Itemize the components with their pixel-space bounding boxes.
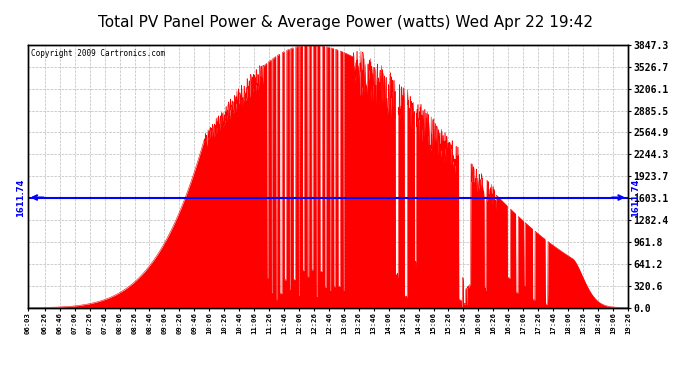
Text: Copyright 2009 Cartronics.com: Copyright 2009 Cartronics.com <box>30 49 165 58</box>
Text: Total PV Panel Power & Average Power (watts) Wed Apr 22 19:42: Total PV Panel Power & Average Power (wa… <box>97 15 593 30</box>
Text: 1611.74: 1611.74 <box>631 178 640 217</box>
Text: 1611.74: 1611.74 <box>16 178 25 217</box>
